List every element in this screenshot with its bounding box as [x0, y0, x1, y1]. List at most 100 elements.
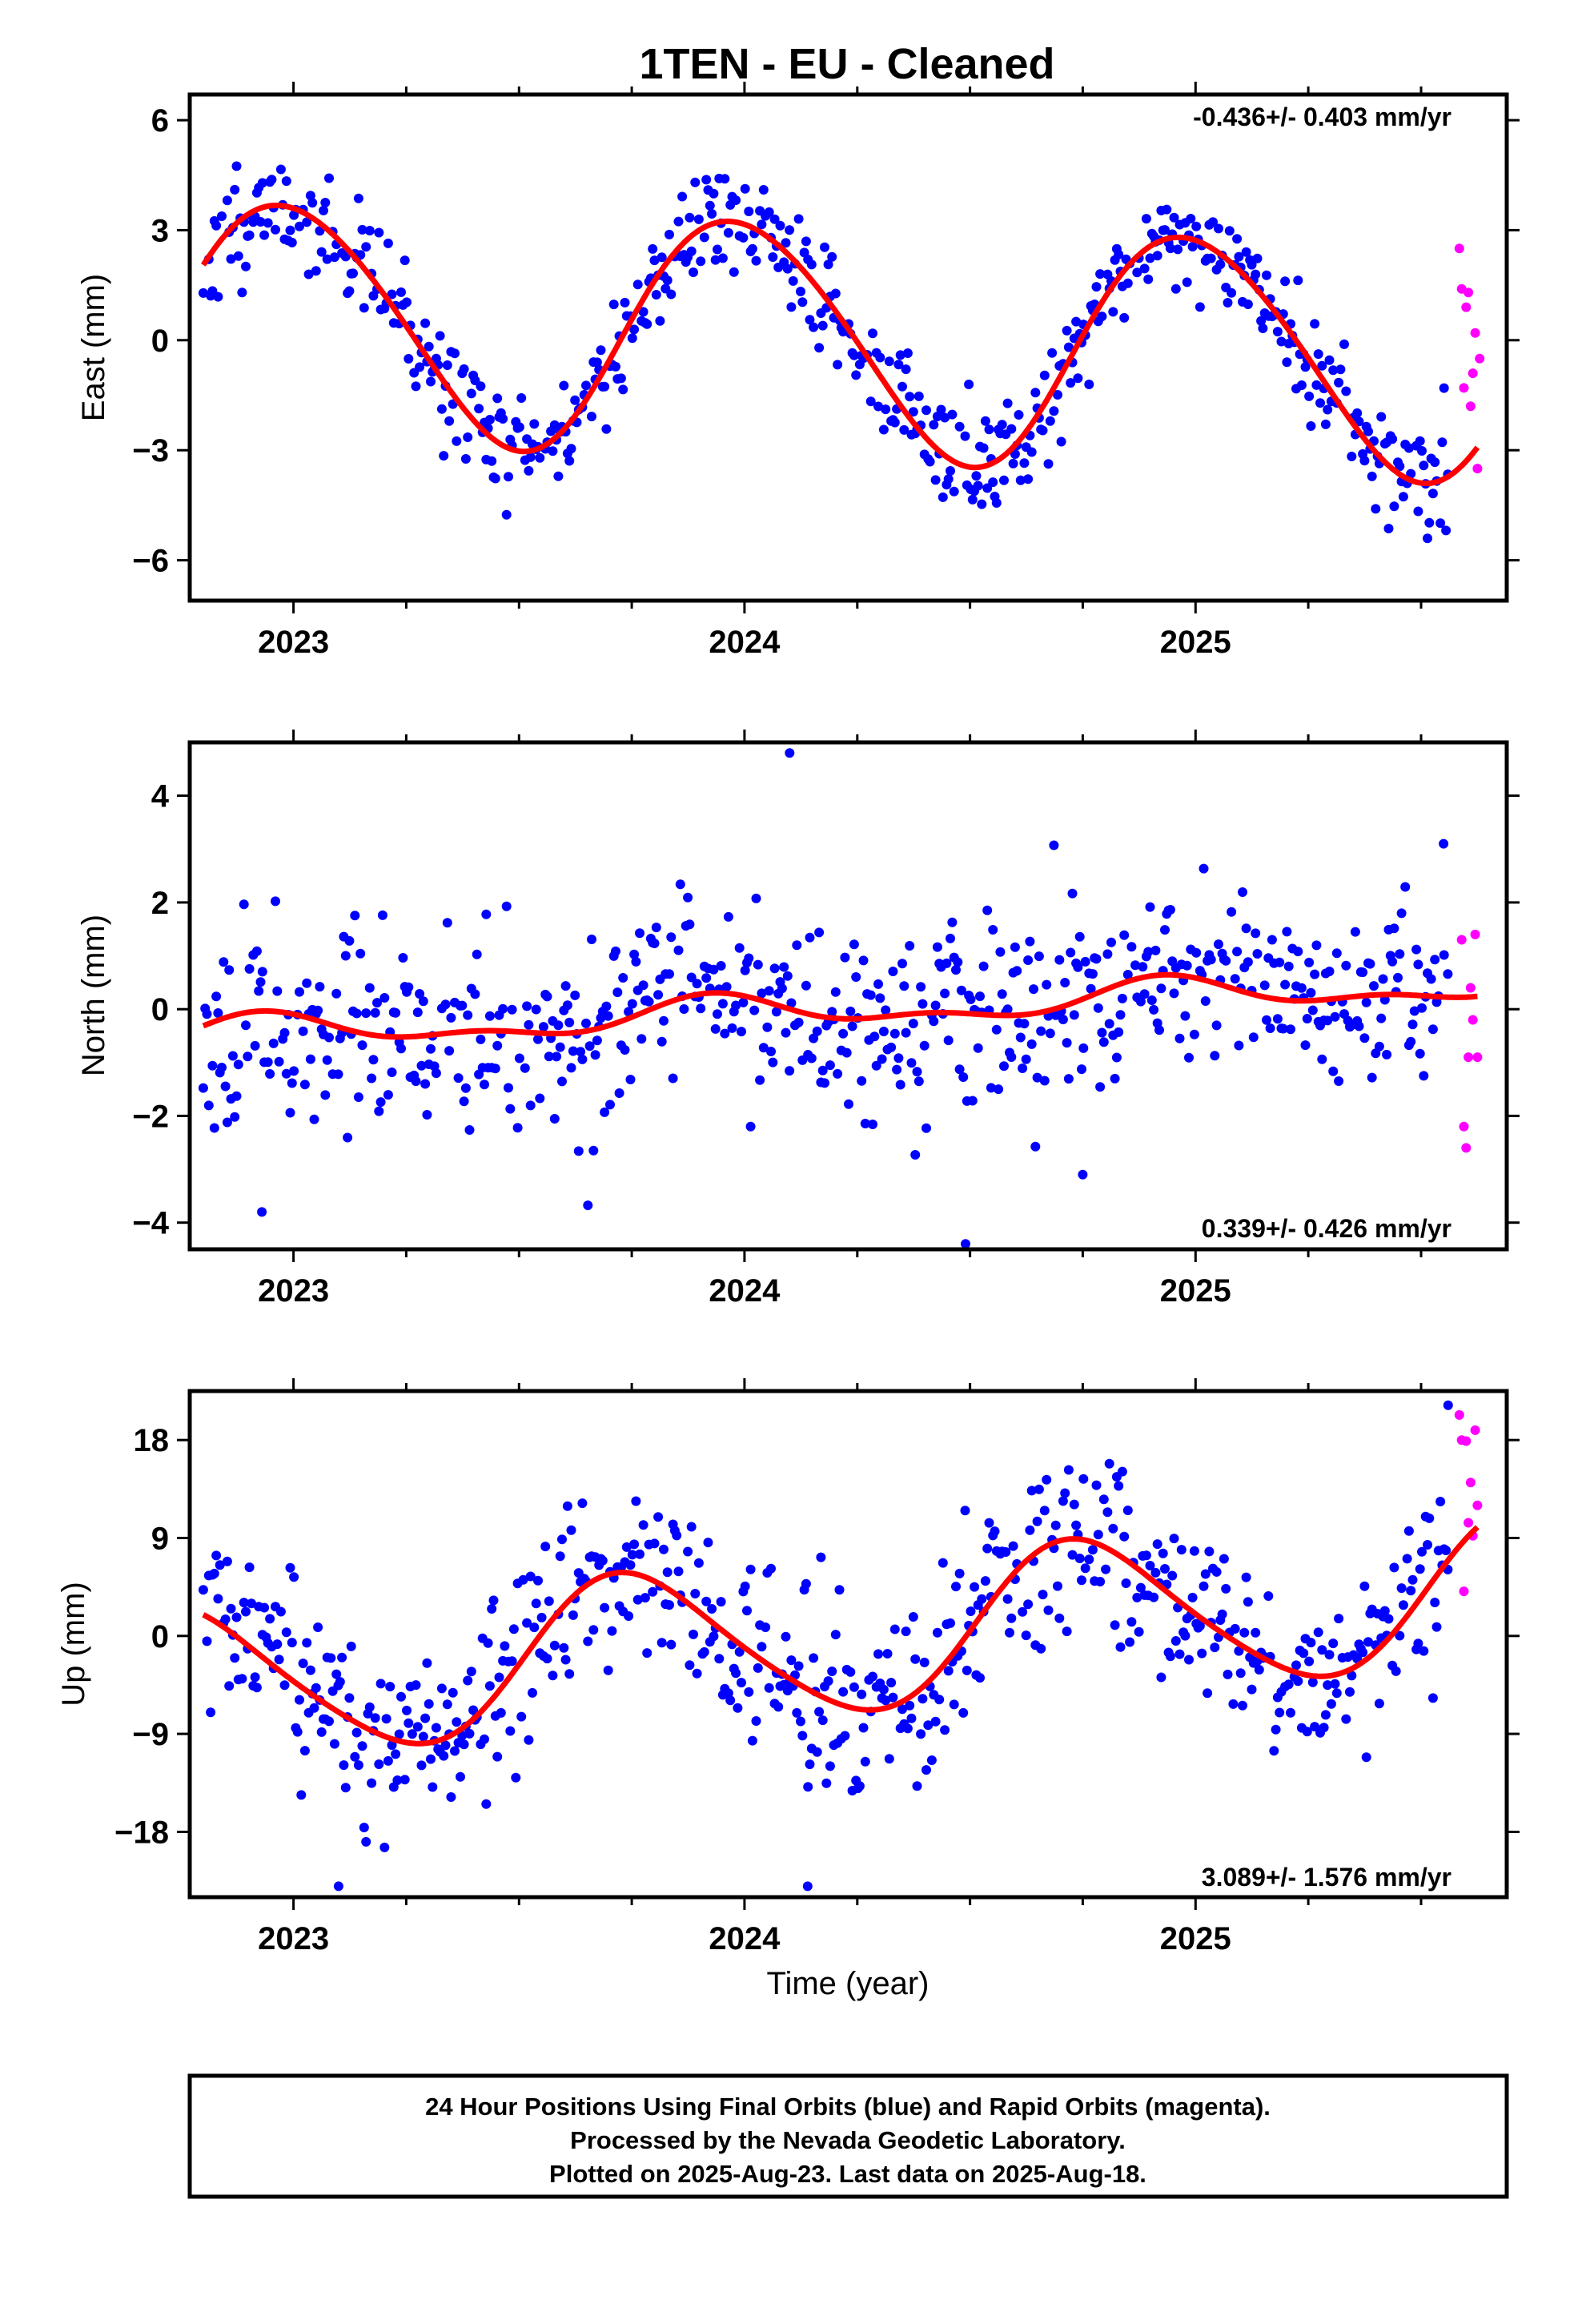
east-final-point: [849, 350, 859, 360]
up-ylabel: Up (mm): [56, 1582, 91, 1707]
up-final-point: [1167, 1570, 1178, 1581]
north-final-point: [289, 1066, 299, 1076]
east-final-point: [884, 356, 894, 367]
north-final-point: [668, 1073, 678, 1084]
up-final-point: [699, 1647, 709, 1657]
north-final-point: [592, 1035, 602, 1046]
east-y-tick-label: −6: [132, 544, 169, 579]
up-final-point: [351, 1727, 362, 1738]
east-final-point: [1252, 253, 1263, 263]
up-final-point: [984, 1518, 994, 1528]
north-final-point: [713, 1009, 722, 1019]
north-final-point: [220, 1081, 231, 1092]
up-final-point: [1324, 1650, 1335, 1660]
east-final-point: [484, 415, 495, 424]
up-final-point: [420, 1713, 431, 1723]
north-final-point: [322, 1055, 332, 1065]
up-final-point: [742, 1606, 752, 1616]
up-final-point: [274, 1655, 284, 1665]
up-final-point: [834, 1585, 845, 1595]
north-final-point: [492, 1040, 503, 1051]
north-final-point: [309, 1114, 319, 1124]
up-final-point: [1125, 1637, 1135, 1647]
north-final-point: [1098, 1037, 1109, 1047]
north-final-point: [587, 935, 596, 944]
north-final-point: [1376, 1013, 1387, 1023]
up-final-point: [481, 1799, 492, 1809]
up-final-point: [1304, 1656, 1315, 1667]
up-final-point: [1023, 1599, 1034, 1610]
east-final-point: [764, 207, 774, 217]
up-final-point: [588, 1625, 599, 1635]
up-rapid-point: [1454, 1409, 1464, 1420]
east-final-point: [487, 456, 497, 466]
east-final-point: [524, 465, 534, 476]
north-final-point: [233, 1059, 243, 1070]
north-final-point: [211, 991, 222, 1002]
north-final-point: [524, 1019, 534, 1030]
east-final-point: [1306, 421, 1316, 431]
north-final-point: [1411, 944, 1422, 955]
north-final-point: [1267, 935, 1277, 945]
north-final-point: [745, 1121, 756, 1132]
north-final-point: [525, 1100, 536, 1111]
up-final-point: [1018, 1606, 1028, 1617]
east-final-point: [851, 370, 861, 380]
east-final-point: [1300, 362, 1311, 372]
north-final-point: [355, 948, 366, 959]
north-final-point: [1234, 1040, 1244, 1051]
north-final-point: [1427, 1024, 1438, 1035]
east-final-point: [690, 177, 701, 187]
north-final-point: [1015, 1032, 1026, 1043]
north-final-point: [514, 1053, 524, 1063]
footer-box: 24 Hour Positions Using Final Orbits (bl…: [187, 2073, 1509, 2199]
east-final-point: [501, 509, 512, 520]
east-final-point: [1073, 373, 1083, 384]
north-final-point: [588, 1145, 599, 1156]
north-final-point: [966, 994, 976, 1004]
up-final-point: [830, 1630, 841, 1640]
north-rate: 0.339+/- 0.426 mm/yr: [1202, 1214, 1452, 1243]
north-rapid-point: [1472, 1052, 1483, 1063]
east-final-point: [908, 407, 918, 417]
up-final-point: [1263, 1591, 1274, 1601]
east-final-point: [1045, 416, 1055, 426]
up-panel: 2023 2024 2025 −18 −9 0 9 18 3.089+/- 1.576 mm/…: [56, 1378, 1520, 2001]
up-final-point: [603, 1665, 613, 1675]
up-final-point: [1234, 1646, 1244, 1656]
up-final-point: [1200, 1569, 1211, 1579]
east-final-point: [374, 227, 384, 238]
north-final-point: [1407, 1019, 1418, 1030]
east-final-point: [1030, 388, 1041, 398]
north-final-point: [1286, 1024, 1295, 1035]
up-final-point: [923, 1720, 934, 1731]
up-final-point: [665, 1600, 674, 1610]
north-final-point: [374, 1106, 384, 1116]
north-final-point: [1060, 978, 1070, 987]
east-final-point: [1317, 360, 1327, 371]
north-final-point: [994, 1084, 1004, 1095]
east-rapid-point: [1459, 383, 1469, 393]
north-final-point: [991, 1024, 1002, 1035]
north-final-point: [566, 1063, 576, 1073]
up-x-tick-label: 2023: [258, 1921, 329, 1956]
up-final-point: [666, 1639, 677, 1650]
north-final-point: [601, 1001, 612, 1011]
up-final-point: [975, 1673, 985, 1683]
east-final-point: [1435, 518, 1446, 529]
up-final-point: [960, 1506, 970, 1516]
up-final-point: [215, 1560, 225, 1570]
east-final-point: [620, 297, 630, 308]
up-final-point: [577, 1498, 588, 1509]
north-final-point: [1139, 989, 1150, 999]
up-final-point: [359, 1823, 369, 1832]
north-final-point: [570, 990, 580, 1000]
north-final-point: [1265, 1023, 1275, 1033]
north-final-point: [1199, 863, 1209, 874]
east-final-point: [769, 214, 780, 224]
north-final-point: [716, 961, 726, 971]
east-final-point: [889, 417, 900, 428]
up-final-point: [1291, 1660, 1301, 1671]
up-final-point: [629, 1539, 640, 1550]
east-final-point: [460, 454, 471, 464]
